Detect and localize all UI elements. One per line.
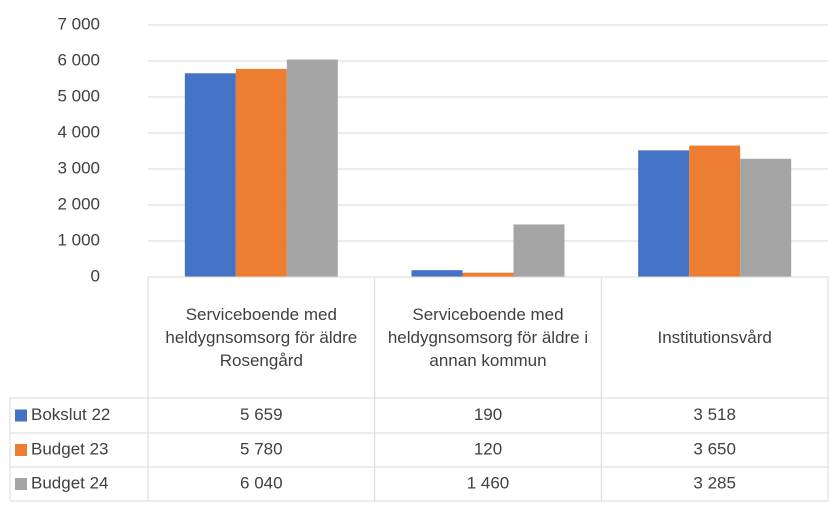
bar — [689, 145, 741, 277]
table-value: 3 650 — [693, 439, 736, 458]
y-tick-label: 5 000 — [57, 86, 100, 105]
category-cell: Serviceboende med heldygnsomsorg för äld… — [165, 305, 358, 370]
x-tick-label: Institutionsvård — [657, 328, 772, 347]
y-tick-label: 4 000 — [57, 122, 100, 141]
legend-key — [15, 478, 27, 490]
x-tick-label: Serviceboende med heldygnsomsorg för äld… — [387, 305, 589, 370]
bar — [235, 68, 287, 277]
table-value: 5 780 — [240, 439, 283, 458]
category-cell: Serviceboende med heldygnsomsorg för äld… — [387, 305, 589, 370]
bar — [286, 59, 338, 278]
legend-label: Budget 24 — [31, 473, 109, 492]
category-cell: Institutionsvård — [657, 328, 772, 347]
legend-label: Budget 23 — [31, 439, 109, 458]
x-tick-label: Serviceboende med heldygnsomsorg för äld… — [165, 305, 358, 370]
bar — [638, 150, 690, 277]
legend-key — [15, 444, 27, 456]
y-tick-label: 7 000 — [57, 14, 100, 33]
bar — [411, 270, 463, 277]
y-tick-label: 1 000 — [57, 230, 100, 249]
table-value: 1 460 — [467, 473, 510, 492]
bar — [513, 224, 565, 277]
y-tick-label: 0 — [91, 266, 100, 285]
bar — [462, 272, 514, 277]
y-tick-label: 2 000 — [57, 194, 100, 213]
table-value: 190 — [474, 405, 502, 424]
table-value: 6 040 — [240, 473, 283, 492]
legend-label: Bokslut 22 — [31, 405, 110, 424]
table-value: 120 — [474, 439, 502, 458]
table-value: 5 659 — [240, 405, 283, 424]
bar — [740, 158, 792, 277]
legend-key — [15, 409, 27, 422]
table-value: 3 518 — [693, 405, 736, 424]
y-tick-label: 6 000 — [57, 50, 100, 69]
bar — [184, 73, 236, 277]
y-tick-label: 3 000 — [57, 158, 100, 177]
table-value: 3 285 — [693, 473, 736, 492]
